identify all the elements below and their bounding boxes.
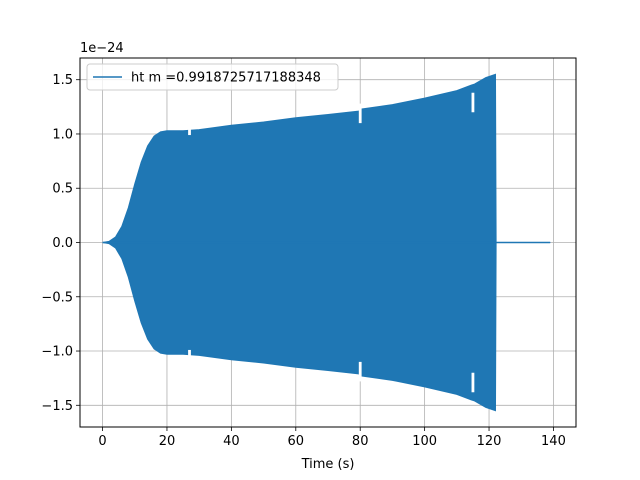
x-tick-label: 0 xyxy=(98,434,106,449)
x-axis: 0 20 40 60 80 100 120 140 xyxy=(98,427,566,449)
legend-label: ht m =0.9918725717188348 xyxy=(131,71,321,86)
glitch-notch-upper xyxy=(358,103,362,124)
y-offset-label: 1e−24 xyxy=(80,41,124,56)
x-tick-label: 100 xyxy=(412,434,437,449)
x-tick-label: 40 xyxy=(223,434,240,449)
x-tick-label: 140 xyxy=(541,434,566,449)
glitch-notch-lower xyxy=(358,361,362,382)
x-tick-label: 80 xyxy=(352,434,369,449)
legend: ht m =0.9918725717188348 xyxy=(86,63,339,91)
plot-area xyxy=(102,73,551,412)
legend-box xyxy=(86,63,339,91)
x-axis-label: Time (s) xyxy=(301,457,355,472)
y-tick-label: −1.0 xyxy=(41,345,73,360)
x-tick-label: 60 xyxy=(288,434,305,449)
x-tick-label: 20 xyxy=(159,434,176,449)
x-tick-label: 120 xyxy=(477,434,502,449)
y-tick-label: 1.5 xyxy=(52,73,73,88)
y-tick-label: −1.5 xyxy=(41,399,73,414)
glitch-notch-lower xyxy=(188,349,191,370)
y-tick-label: 0.5 xyxy=(52,182,73,197)
glitch-notch-lower xyxy=(471,372,475,393)
y-axis: −1.5 −1.0 −0.5 0.0 0.5 1.0 1.5 xyxy=(41,73,80,414)
y-tick-label: −0.5 xyxy=(41,290,73,305)
glitch-notch-upper xyxy=(188,115,191,136)
glitch-notch-upper xyxy=(471,92,475,113)
y-tick-label: 1.0 xyxy=(52,127,73,142)
y-tick-label: 0.0 xyxy=(52,236,73,251)
